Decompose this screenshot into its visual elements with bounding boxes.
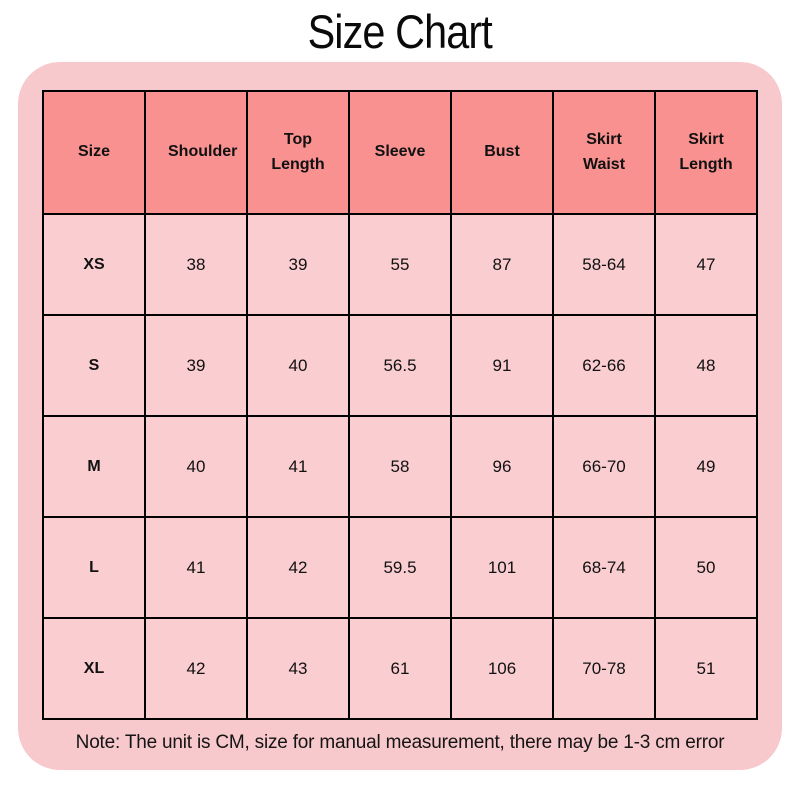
size-cell: XL [42,617,146,720]
value-cell-skirt-waist: 70-78 [552,617,656,720]
header-cell-sleeve: Sleeve [348,90,452,215]
size-chart-card: Size Shoulder Top Length Sleeve Bust Ski… [18,62,782,770]
value-cell-shoulder: 42 [144,617,248,720]
value-cell-sleeve: 61 [348,617,452,720]
value-cell-skirt-length: 47 [654,213,758,316]
header-cell-skirt-length: Skirt Length [654,90,758,215]
value-cell-skirt-length: 50 [654,516,758,619]
value-cell-shoulder: 39 [144,314,248,417]
header-cell-shoulder: Shoulder [144,90,248,215]
value-cell-skirt-waist: 68-74 [552,516,656,619]
value-cell-skirt-length: 49 [654,415,758,518]
value-cell-shoulder: 40 [144,415,248,518]
header-cell-bust: Bust [450,90,554,215]
value-cell-bust: 106 [450,617,554,720]
page-title: Size Chart [307,5,493,58]
value-cell-bust: 96 [450,415,554,518]
table-row-xs: XS 38 39 55 87 58-64 47 [42,213,758,316]
size-cell: M [42,415,146,518]
table-header: Size Shoulder Top Length Sleeve Bust Ski… [42,90,758,215]
header-cell-top-length: Top Length [246,90,350,215]
value-cell-sleeve: 55 [348,213,452,316]
value-cell-top-length: 43 [246,617,350,720]
value-cell-shoulder: 38 [144,213,248,316]
value-cell-skirt-waist: 66-70 [552,415,656,518]
value-cell-bust: 87 [450,213,554,316]
size-cell: L [42,516,146,619]
header-row: Size Shoulder Top Length Sleeve Bust Ski… [42,90,758,215]
value-cell-shoulder: 41 [144,516,248,619]
value-cell-sleeve: 59.5 [348,516,452,619]
value-cell-bust: 101 [450,516,554,619]
size-cell: S [42,314,146,417]
value-cell-skirt-waist: 58-64 [552,213,656,316]
table-row-m: M 40 41 58 96 66-70 49 [42,415,758,518]
value-cell-top-length: 40 [246,314,350,417]
value-cell-skirt-length: 48 [654,314,758,417]
header-cell-size: Size [42,90,146,215]
page-title-area: Size Chart [0,2,800,62]
value-cell-skirt-length: 51 [654,617,758,720]
value-cell-top-length: 41 [246,415,350,518]
table-row-l: L 41 42 59.5 101 68-74 50 [42,516,758,619]
table-body: XS 38 39 55 87 58-64 47 S 39 40 56.5 91 … [42,213,758,720]
size-chart-table: Size Shoulder Top Length Sleeve Bust Ski… [42,90,758,720]
value-cell-sleeve: 58 [348,415,452,518]
value-cell-skirt-waist: 62-66 [552,314,656,417]
header-cell-skirt-waist: Skirt Waist [552,90,656,215]
measurement-note: Note: The unit is CM, size for manual me… [75,732,725,753]
value-cell-top-length: 39 [246,213,350,316]
table-row-s: S 39 40 56.5 91 62-66 48 [42,314,758,417]
size-cell: XS [42,213,146,316]
table-row-xl: XL 42 43 61 106 70-78 51 [42,617,758,720]
value-cell-bust: 91 [450,314,554,417]
value-cell-sleeve: 56.5 [348,314,452,417]
value-cell-top-length: 42 [246,516,350,619]
